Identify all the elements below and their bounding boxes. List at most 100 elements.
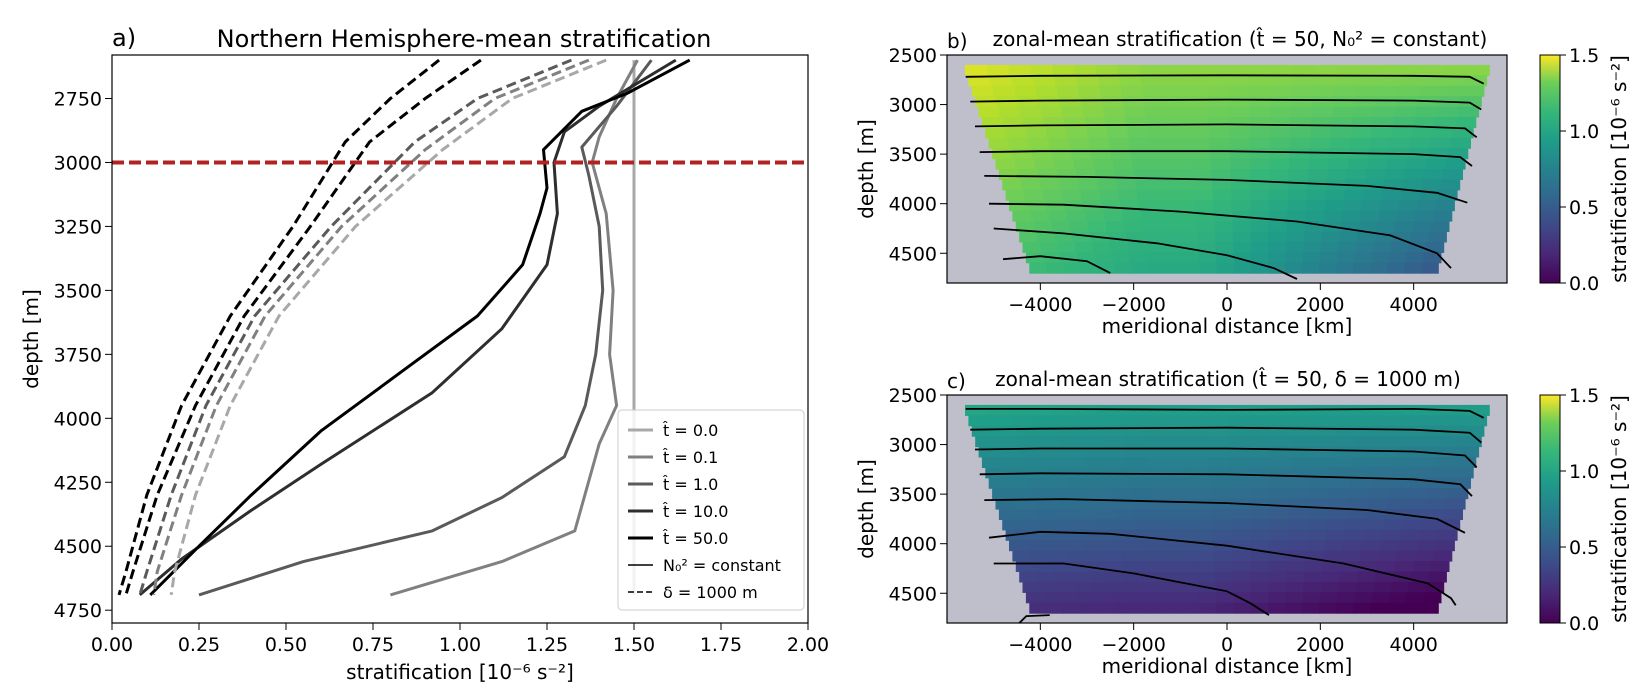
b-cell	[1269, 158, 1290, 170]
c-cell	[1229, 467, 1251, 479]
b-cell	[1002, 179, 1022, 191]
c-cell	[1008, 477, 1030, 489]
c-cell	[1465, 415, 1488, 427]
c-cell	[1319, 602, 1337, 614]
b-cell	[1353, 262, 1371, 274]
b-cell	[1380, 200, 1400, 212]
c-cell	[1270, 415, 1293, 427]
b-cell	[1414, 117, 1436, 128]
b-cell	[1033, 75, 1056, 87]
c-cell	[1046, 602, 1064, 614]
b-cell	[1182, 262, 1201, 274]
c-xtick-label: −4000	[1008, 634, 1072, 656]
c-cell	[1170, 488, 1191, 500]
c-cell	[1404, 602, 1422, 614]
b-cell	[1199, 262, 1218, 274]
c-cell	[1198, 592, 1217, 604]
b-cell	[1040, 179, 1060, 191]
c-cell	[1037, 509, 1058, 520]
c-cell	[1174, 529, 1195, 541]
b-cell	[1448, 148, 1469, 160]
b-cell	[1025, 252, 1044, 264]
b-cell	[990, 75, 1013, 87]
b-cell	[1227, 75, 1250, 87]
c-cell	[1064, 540, 1084, 552]
b-cell	[1140, 210, 1160, 222]
c-cell	[1327, 509, 1348, 520]
a-legend-label: N₀² = constant	[663, 556, 781, 575]
b-cell	[981, 117, 1003, 128]
b-cbar-tick-label: 0.0	[1569, 273, 1599, 295]
b-cell	[1205, 64, 1228, 76]
b-cell	[1020, 106, 1042, 118]
b-cell	[965, 64, 988, 76]
b-cell	[1071, 148, 1092, 160]
c-cell	[1059, 436, 1082, 448]
c-cell	[1351, 467, 1373, 479]
b-cell	[1269, 148, 1290, 160]
c-cell	[1307, 519, 1327, 531]
b-cell	[1361, 200, 1381, 212]
b-cell	[1165, 96, 1187, 108]
b-cell	[1194, 200, 1214, 212]
b-cell	[1307, 169, 1328, 180]
c-cell	[1269, 467, 1291, 479]
b-cell	[1080, 262, 1098, 274]
c-cell	[1080, 602, 1098, 614]
c-cell	[1143, 436, 1166, 448]
c-cell	[1147, 592, 1165, 604]
c-cell	[1072, 571, 1091, 583]
b-cell	[1438, 189, 1458, 201]
b-cell	[1250, 231, 1269, 243]
b-cell	[1185, 85, 1207, 97]
b-cell	[1250, 200, 1270, 212]
b-cell	[1341, 210, 1361, 222]
b-xtick-label: −2000	[1102, 294, 1166, 316]
b-cell	[1097, 262, 1115, 274]
b-cell	[993, 85, 1015, 97]
b-cell	[1014, 85, 1037, 97]
c-cell	[1192, 509, 1212, 520]
a-legend-label: t̂ = 0.0	[662, 421, 718, 440]
b-cell	[1327, 169, 1348, 180]
b-cell	[1180, 241, 1199, 253]
b-cell	[1376, 221, 1396, 232]
c-cell	[1030, 404, 1053, 416]
c-cell	[1137, 529, 1157, 541]
c-cell	[1061, 446, 1084, 458]
c-cell	[1410, 571, 1430, 583]
c-cell	[1249, 415, 1272, 427]
b-cell	[1304, 231, 1323, 243]
b-cell	[1080, 96, 1103, 108]
b-cell	[1340, 221, 1360, 232]
c-cell	[1025, 592, 1044, 604]
c-cell	[1186, 446, 1209, 458]
b-cell	[1037, 231, 1056, 243]
b-cell	[1390, 137, 1411, 149]
b-cell	[1054, 231, 1074, 243]
b-cell	[1127, 241, 1146, 253]
b-cell	[1330, 127, 1352, 139]
b-cell	[1398, 85, 1421, 97]
b-cell	[1269, 137, 1291, 149]
b-cell	[1060, 252, 1079, 264]
c-cell	[1152, 498, 1172, 510]
c-cell	[1377, 425, 1400, 437]
b-cell	[1172, 169, 1193, 180]
b-cell	[1423, 169, 1444, 180]
c-cell	[1326, 519, 1346, 531]
b-cell	[1064, 117, 1086, 128]
b-cell	[1166, 106, 1188, 118]
b-cell	[1373, 241, 1392, 253]
c-cell	[1124, 561, 1143, 572]
b-cell	[1232, 231, 1252, 243]
b-cell	[1311, 106, 1334, 118]
c-cell	[1285, 581, 1304, 593]
c-ytick-label: 4500	[889, 583, 937, 605]
b-cell	[968, 75, 991, 87]
b-cell	[1192, 169, 1212, 180]
c-cell	[1302, 592, 1321, 604]
b-cell	[1049, 210, 1068, 222]
b-contour-1	[970, 98, 1482, 111]
b-cell	[971, 85, 994, 97]
